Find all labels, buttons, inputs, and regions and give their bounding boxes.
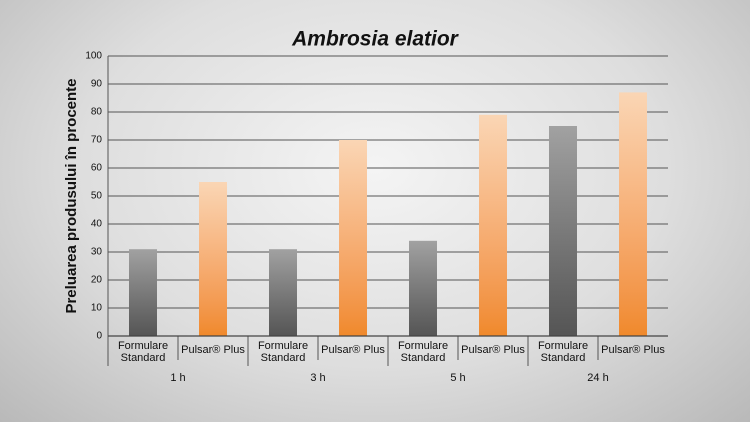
x-group-label: 5 h — [450, 372, 465, 384]
chart-title: Ambrosia elatior — [291, 28, 460, 51]
bar — [269, 249, 297, 336]
bar — [409, 240, 437, 336]
y-tick-label: 80 — [91, 107, 103, 118]
y-tick-label: 90 — [91, 79, 103, 90]
bar — [129, 249, 157, 336]
y-tick-label: 20 — [91, 275, 103, 286]
x-group-label: 3 h — [310, 372, 325, 384]
bar — [479, 114, 507, 336]
bar — [339, 140, 367, 336]
y-tick-label: 100 — [85, 51, 102, 62]
y-tick-label: 10 — [91, 303, 103, 314]
x-group-label: 24 h — [587, 372, 608, 384]
x-tick-label: Pulsar® Plus — [461, 344, 525, 356]
y-tick-label: 30 — [91, 247, 103, 258]
bar — [199, 182, 227, 336]
x-tick-label: Formulare Standard — [537, 340, 589, 364]
y-tick-label: 40 — [91, 219, 103, 230]
x-tick-label: Pulsar® Plus — [321, 344, 385, 356]
bar — [619, 92, 647, 337]
y-tick-label: 60 — [91, 163, 103, 174]
x-tick-label: Pulsar® Plus — [181, 344, 245, 356]
bar — [549, 126, 577, 336]
y-tick-label: 0 — [96, 331, 102, 342]
y-tick-label: 50 — [91, 191, 103, 202]
x-tick-label: Formulare Standard — [257, 340, 309, 364]
x-tick-label: Pulsar® Plus — [601, 344, 665, 356]
x-tick-label: Formulare Standard — [397, 340, 449, 364]
x-group-label: 1 h — [170, 372, 185, 384]
y-axis-label: Preluarea produsului în procente — [63, 78, 80, 313]
x-tick-label: Formulare Standard — [117, 340, 169, 364]
y-tick-label: 70 — [91, 135, 103, 146]
